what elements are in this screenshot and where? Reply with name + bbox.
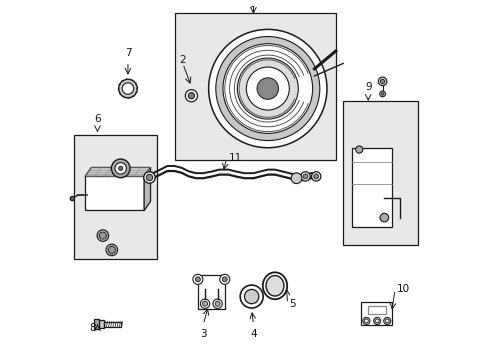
Circle shape bbox=[237, 58, 298, 119]
Text: 9: 9 bbox=[364, 82, 371, 92]
Text: 10: 10 bbox=[396, 284, 409, 294]
Bar bbox=[360, 302, 391, 325]
Circle shape bbox=[212, 299, 222, 309]
Circle shape bbox=[108, 246, 115, 253]
Circle shape bbox=[219, 274, 229, 284]
Circle shape bbox=[200, 299, 209, 309]
Ellipse shape bbox=[262, 273, 286, 299]
Circle shape bbox=[380, 79, 384, 84]
Circle shape bbox=[222, 277, 227, 282]
Bar bbox=[85, 176, 144, 211]
Circle shape bbox=[385, 319, 388, 323]
Circle shape bbox=[111, 159, 130, 178]
Circle shape bbox=[355, 146, 362, 153]
Text: 8: 8 bbox=[89, 323, 96, 333]
Circle shape bbox=[99, 232, 106, 239]
Circle shape bbox=[185, 90, 197, 102]
Circle shape bbox=[364, 319, 367, 323]
Circle shape bbox=[195, 277, 200, 282]
Text: 2: 2 bbox=[179, 55, 186, 65]
Circle shape bbox=[215, 37, 319, 140]
Circle shape bbox=[146, 174, 152, 181]
Text: 4: 4 bbox=[250, 329, 256, 339]
Polygon shape bbox=[85, 167, 150, 176]
Circle shape bbox=[143, 172, 155, 183]
Bar bbox=[174, 13, 335, 160]
Circle shape bbox=[246, 67, 289, 110]
Text: 1: 1 bbox=[250, 6, 256, 16]
Text: 11: 11 bbox=[228, 153, 241, 163]
Text: 3: 3 bbox=[200, 329, 206, 339]
Circle shape bbox=[119, 79, 137, 98]
Circle shape bbox=[244, 289, 258, 304]
Polygon shape bbox=[144, 167, 150, 211]
Circle shape bbox=[122, 83, 133, 94]
Bar bbox=[104, 321, 121, 327]
Circle shape bbox=[300, 172, 309, 181]
Circle shape bbox=[378, 77, 386, 86]
Bar bbox=[351, 148, 391, 226]
Circle shape bbox=[362, 318, 369, 324]
Circle shape bbox=[115, 163, 126, 174]
Circle shape bbox=[208, 30, 326, 148]
Circle shape bbox=[303, 174, 307, 179]
Circle shape bbox=[106, 244, 117, 256]
Bar bbox=[367, 306, 386, 315]
Circle shape bbox=[188, 93, 194, 99]
Circle shape bbox=[380, 93, 383, 95]
Circle shape bbox=[257, 78, 278, 99]
Circle shape bbox=[240, 285, 263, 308]
Circle shape bbox=[379, 91, 385, 97]
Circle shape bbox=[215, 301, 220, 306]
Circle shape bbox=[375, 319, 378, 323]
Text: 6: 6 bbox=[94, 114, 101, 125]
Bar bbox=[74, 135, 156, 259]
Circle shape bbox=[373, 318, 380, 324]
Bar bbox=[99, 320, 104, 328]
Text: 5: 5 bbox=[289, 299, 295, 309]
Circle shape bbox=[192, 274, 203, 284]
Ellipse shape bbox=[265, 275, 284, 296]
Bar bbox=[94, 319, 99, 329]
Circle shape bbox=[70, 197, 74, 201]
Circle shape bbox=[379, 213, 388, 222]
Circle shape bbox=[313, 174, 318, 179]
Bar bbox=[198, 275, 224, 309]
Circle shape bbox=[290, 173, 301, 184]
Bar bbox=[343, 101, 418, 244]
Text: 7: 7 bbox=[124, 48, 131, 58]
Circle shape bbox=[97, 230, 108, 241]
Circle shape bbox=[383, 318, 390, 324]
Circle shape bbox=[223, 44, 312, 134]
Circle shape bbox=[202, 301, 207, 306]
Circle shape bbox=[118, 166, 122, 171]
Circle shape bbox=[311, 172, 320, 181]
